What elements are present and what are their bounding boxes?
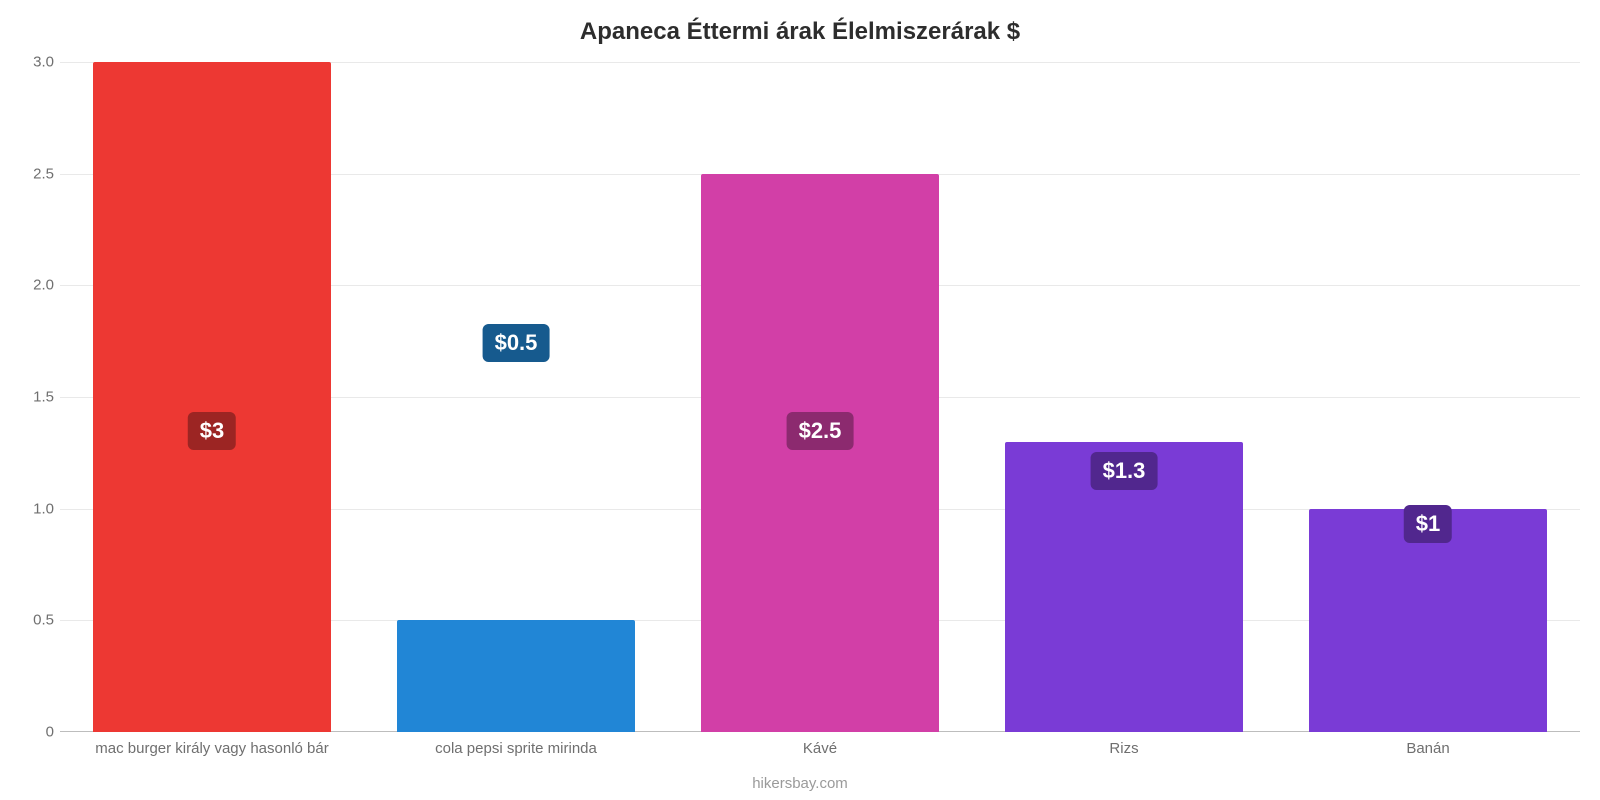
chart-title: Apaneca Éttermi árak Élelmiszerárak $: [0, 18, 1600, 46]
bar-value-label: $3: [188, 412, 236, 450]
bar: [397, 620, 634, 732]
x-category-label: Rizs: [972, 740, 1276, 757]
y-tick-label: 1.0: [16, 500, 54, 517]
x-category-label: cola pepsi sprite mirinda: [364, 740, 668, 757]
bar: [93, 62, 330, 732]
y-tick-label: 2.0: [16, 277, 54, 294]
plot-area: 00.51.01.52.02.53.0$3mac burger király v…: [60, 62, 1580, 732]
y-tick-label: 0: [16, 724, 54, 741]
bar-value-label: $1.3: [1091, 452, 1158, 490]
x-category-label: Kávé: [668, 740, 972, 757]
y-tick-label: 2.5: [16, 165, 54, 182]
y-tick-label: 0.5: [16, 612, 54, 629]
bar-value-label: $2.5: [787, 412, 854, 450]
bar: [701, 174, 938, 732]
y-tick-label: 1.5: [16, 389, 54, 406]
x-category-label: mac burger király vagy hasonló bár: [60, 740, 364, 757]
y-tick-label: 3.0: [16, 54, 54, 71]
chart-footer: hikersbay.com: [0, 775, 1600, 792]
x-category-label: Banán: [1276, 740, 1580, 757]
bar-value-label: $1: [1404, 505, 1452, 543]
price-bar-chart: Apaneca Éttermi árak Élelmiszerárak $ 00…: [0, 0, 1600, 800]
bar-value-label: $0.5: [483, 324, 550, 362]
